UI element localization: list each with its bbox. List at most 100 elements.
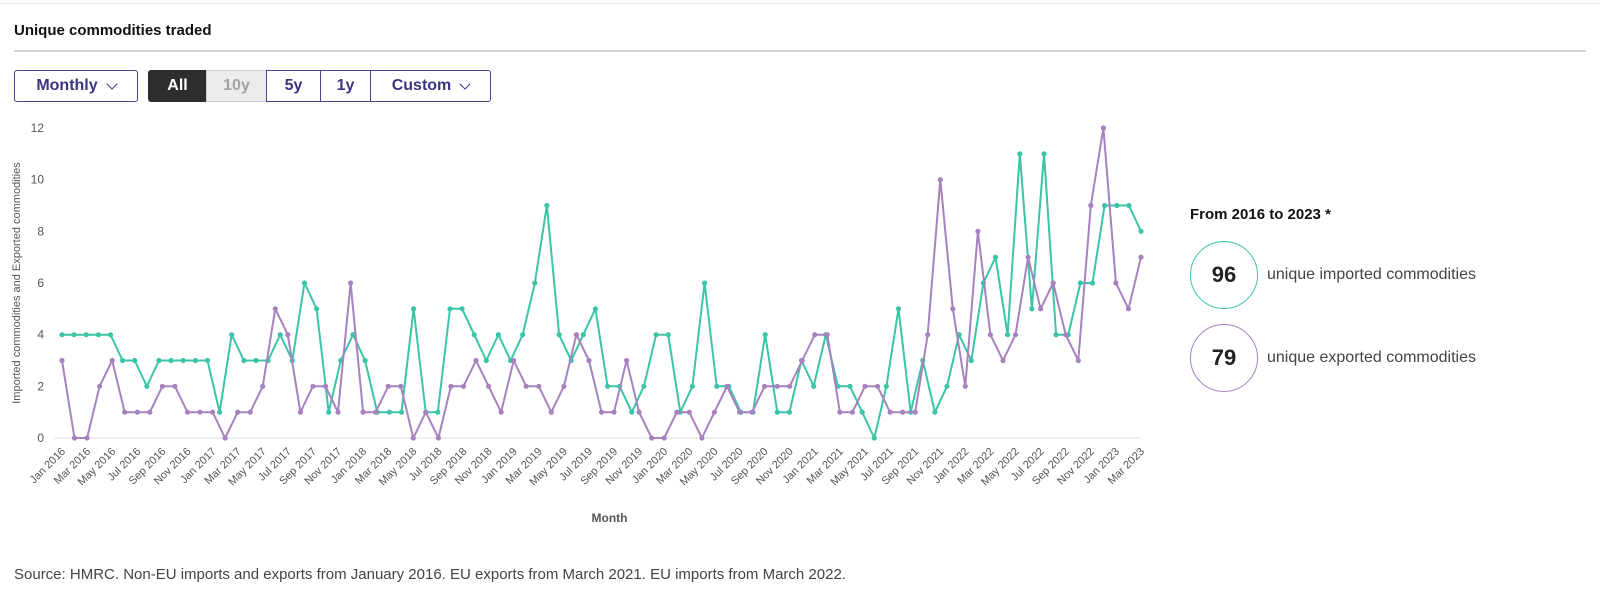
exported-data-point bbox=[937, 177, 943, 183]
imported-data-point bbox=[144, 383, 150, 389]
exported-data-point bbox=[1012, 332, 1019, 338]
exported-data-point bbox=[398, 383, 404, 389]
imported-series-line bbox=[62, 152, 1142, 439]
imported-data-point bbox=[1017, 151, 1023, 157]
exported-data-point bbox=[874, 383, 881, 389]
range-10y-button: 10y bbox=[206, 70, 266, 102]
commodities-line-chart: 0 2 4 6 8 10 12 Imported commodities and Export… bbox=[11, 121, 1147, 525]
imported-data-point bbox=[629, 409, 635, 415]
imported-data-point bbox=[544, 202, 550, 209]
imported-data-point bbox=[895, 306, 902, 312]
frequency-dropdown[interactable]: Monthly bbox=[14, 70, 138, 102]
exported-data-point bbox=[912, 409, 918, 415]
imported-data-point bbox=[556, 332, 562, 338]
exported-data-point bbox=[348, 280, 354, 286]
range-custom-label: Custom bbox=[391, 77, 452, 94]
imported-data-point bbox=[580, 332, 586, 338]
y-tick-label: 4 bbox=[37, 328, 44, 342]
imported-count-label: unique imported commodities bbox=[1267, 266, 1476, 283]
imported-data-point bbox=[156, 357, 162, 364]
exported-data-point bbox=[335, 409, 341, 415]
imported-data-point bbox=[447, 306, 453, 312]
y-tick-label: 12 bbox=[31, 121, 45, 135]
exported-data-point bbox=[711, 409, 718, 415]
imported-data-point bbox=[192, 357, 198, 364]
exported-data-point bbox=[837, 409, 843, 415]
exported-data-point bbox=[97, 383, 103, 389]
imported-data-point bbox=[702, 280, 708, 286]
chart-controls: Monthly All 10y 5y 1y Custom bbox=[14, 70, 491, 102]
exported-data-point bbox=[473, 357, 479, 364]
exported-data-point bbox=[536, 383, 542, 389]
exported-data-point bbox=[235, 409, 241, 415]
imported-data-point bbox=[883, 383, 890, 389]
exported-data-point bbox=[1100, 125, 1106, 131]
imported-data-point bbox=[1089, 280, 1096, 286]
exported-data-point bbox=[109, 357, 115, 364]
y-tick-label: 10 bbox=[31, 173, 45, 187]
imported-data-point bbox=[944, 383, 950, 389]
imported-data-point bbox=[992, 254, 999, 260]
imported-data-point bbox=[532, 280, 538, 286]
exported-data-point bbox=[699, 435, 705, 441]
exported-data-point bbox=[222, 435, 228, 441]
exported-data-point bbox=[962, 383, 968, 389]
exported-data-point bbox=[385, 383, 391, 389]
exported-data-point bbox=[548, 409, 554, 415]
range-5y-button[interactable]: 5y bbox=[266, 70, 320, 102]
exported-data-point bbox=[260, 383, 266, 389]
exported-data-point bbox=[598, 409, 605, 415]
y-tick-label: 2 bbox=[37, 379, 44, 393]
exported-data-point bbox=[410, 435, 416, 441]
exported-data-point bbox=[636, 409, 642, 415]
exported-data-point bbox=[975, 228, 981, 234]
exported-data-point bbox=[887, 409, 893, 415]
imported-data-point bbox=[605, 383, 611, 389]
imported-data-point bbox=[968, 357, 974, 364]
imported-data-point bbox=[1029, 306, 1035, 312]
imported-data-point bbox=[520, 332, 526, 338]
exported-data-point bbox=[523, 383, 529, 389]
imported-data-point bbox=[483, 357, 489, 364]
imported-data-point bbox=[326, 409, 332, 415]
imported-data-point bbox=[95, 332, 101, 338]
imported-stat: 96 unique imported commodities bbox=[1190, 241, 1476, 309]
exported-data-point bbox=[812, 332, 818, 338]
imported-data-point bbox=[168, 357, 174, 364]
x-axis-title: Month bbox=[592, 511, 628, 525]
range-custom-dropdown[interactable]: Custom bbox=[370, 70, 491, 102]
exported-data-point bbox=[373, 409, 379, 415]
exported-data-point bbox=[1000, 357, 1006, 364]
range-all-button[interactable]: All bbox=[148, 70, 206, 102]
exported-data-point bbox=[71, 435, 78, 441]
exported-data-point bbox=[134, 409, 140, 415]
exported-data-point bbox=[862, 383, 868, 389]
imported-data-point bbox=[277, 332, 283, 338]
time-range-selector: All 10y 5y 1y Custom bbox=[148, 70, 491, 102]
exported-data-point bbox=[561, 383, 567, 389]
exported-data-point bbox=[184, 409, 191, 415]
imported-data-point bbox=[411, 306, 417, 312]
imported-data-point bbox=[774, 409, 780, 415]
exported-count-badge: 79 bbox=[1190, 324, 1258, 392]
exported-data-point bbox=[172, 383, 178, 389]
exported-data-point bbox=[498, 409, 504, 415]
chevron-down-icon bbox=[105, 78, 118, 90]
imported-data-point bbox=[217, 409, 223, 415]
exported-data-point bbox=[322, 383, 329, 389]
imported-data-point bbox=[786, 409, 793, 415]
exported-data-point bbox=[950, 306, 956, 312]
frequency-dropdown-label: Monthly bbox=[36, 77, 98, 94]
exported-data-point bbox=[799, 357, 805, 364]
exported-data-point bbox=[310, 383, 316, 389]
section-title: Unique commodities traded bbox=[14, 22, 212, 39]
imported-data-point bbox=[398, 409, 405, 415]
exported-data-point bbox=[159, 383, 165, 389]
imported-data-point bbox=[1102, 202, 1108, 209]
imported-data-point bbox=[689, 383, 696, 389]
range-1y-button[interactable]: 1y bbox=[320, 70, 370, 102]
imported-data-point bbox=[180, 357, 186, 364]
summary-panel: From 2016 to 2023 * 96 unique imported c… bbox=[1190, 206, 1476, 392]
imported-data-point bbox=[714, 383, 720, 389]
imported-data-point bbox=[362, 357, 368, 364]
